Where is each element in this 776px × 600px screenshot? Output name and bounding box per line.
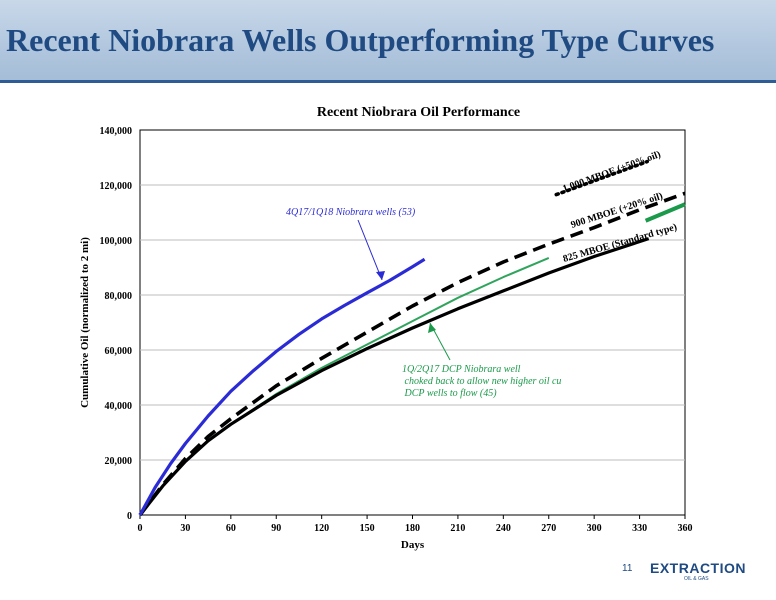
annotation-4q17: 4Q17/1Q18 Niobrara wells (53) xyxy=(286,207,416,218)
y-tick-label: 120,000 xyxy=(100,181,133,192)
series-line-1 xyxy=(138,237,650,516)
annotation-900mboe: 900 MBOE (+20% oil) xyxy=(570,191,665,231)
y-tick-label: 140,000 xyxy=(100,126,133,137)
title-banner: Recent Niobrara Wells Outperforming Type… xyxy=(0,0,776,83)
x-tick-label: 330 xyxy=(632,523,647,534)
x-tick-label: 210 xyxy=(450,523,465,534)
extraction-logo: EXTRACTION OIL & GAS xyxy=(650,560,750,590)
x-tick-label: 120 xyxy=(314,523,329,534)
x-tick-label: 270 xyxy=(541,523,556,534)
series-line-3 xyxy=(554,159,650,197)
x-tick-label: 0 xyxy=(138,523,143,534)
x-tick-label: 90 xyxy=(271,523,281,534)
chart-title: Recent Niobrara Oil Performance xyxy=(317,105,520,120)
x-axis-label: Days xyxy=(401,539,425,551)
annotation-dcp-wells: 1Q/2Q17 DCP Niobrara well choked back to… xyxy=(402,364,561,399)
series-line-2 xyxy=(138,191,686,517)
annotation-arrow-blue xyxy=(357,219,383,281)
x-tick-label: 150 xyxy=(360,523,375,534)
annotation-1000mboe: 1,000 MBOE (+50% oil) xyxy=(561,149,662,195)
y-tick-label: 100,000 xyxy=(100,236,133,247)
x-tick-label: 30 xyxy=(180,523,190,534)
y-tick-label: 20,000 xyxy=(105,456,133,467)
slide-title: Recent Niobrara Wells Outperforming Type… xyxy=(6,22,715,58)
annotation-arrowhead-green xyxy=(428,323,436,333)
logo-wordmark: EXTRACTION xyxy=(650,560,746,576)
y-tick-label: 40,000 xyxy=(105,401,133,412)
plot-frame xyxy=(139,129,686,516)
y-tick-label: 0 xyxy=(127,511,132,522)
x-tick-label: 300 xyxy=(587,523,602,534)
x-tick-label: 180 xyxy=(405,523,420,534)
y-tick-label: 80,000 xyxy=(105,291,133,302)
annotation-arrowhead-blue xyxy=(376,271,385,280)
series-segment-4 xyxy=(644,202,686,223)
y-axis-label: Cumulative Oil (normalized to 2 mi) xyxy=(79,237,91,408)
page-number: 11 xyxy=(622,563,633,574)
x-tick-label: 60 xyxy=(226,523,236,534)
x-tick-label: 360 xyxy=(678,523,693,534)
x-tick-label: 240 xyxy=(496,523,511,534)
logo-subtext: OIL & GAS xyxy=(684,576,709,582)
y-tick-label: 60,000 xyxy=(105,346,133,357)
series-line-0 xyxy=(138,257,426,516)
